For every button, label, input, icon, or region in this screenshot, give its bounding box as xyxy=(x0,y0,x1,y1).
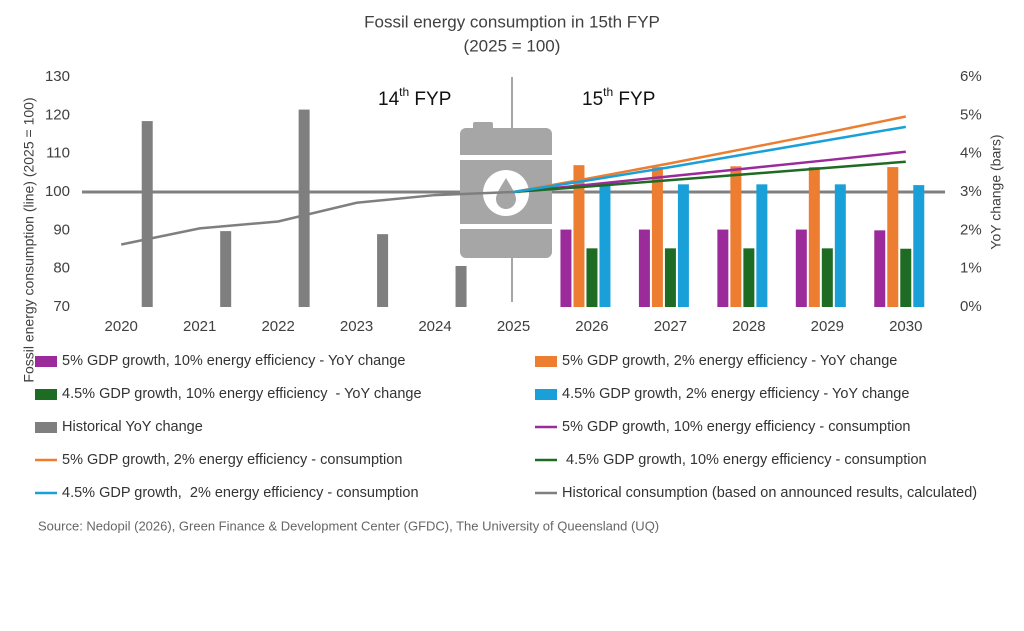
legend-label: 4.5% GDP growth, 2% energy efficiency - … xyxy=(562,386,909,402)
y-axis-label: Fossil energy consumption (line) (2025 =… xyxy=(21,97,37,382)
legend-swatch xyxy=(535,356,557,367)
y2-tick-label: 1% xyxy=(960,260,982,277)
bar xyxy=(560,229,572,307)
y-tick-label: 90 xyxy=(53,221,70,238)
x-tick-label: 2024 xyxy=(418,318,451,335)
annotation: 14th FYP xyxy=(378,85,451,110)
y2-tick-label: 5% xyxy=(960,106,982,123)
y2-tick-label: 2% xyxy=(960,221,982,238)
line xyxy=(513,150,906,194)
annotation-text: FYP xyxy=(409,89,451,110)
chart-subtitle: (2025 = 100) xyxy=(464,36,561,55)
y-tick-label: 80 xyxy=(53,260,70,277)
y2-tick-label: 4% xyxy=(960,145,982,162)
x-tick-label: 2028 xyxy=(732,318,765,335)
x-tick-label: 2022 xyxy=(261,318,294,335)
annotation-number: 14 xyxy=(378,89,400,110)
legend-label: 5% GDP growth, 10% energy efficiency - Y… xyxy=(62,353,405,369)
x-tick-label: 2023 xyxy=(340,318,373,335)
source-note: Source: Nedopil (2026), Green Finance & … xyxy=(38,518,659,533)
bar xyxy=(756,184,768,307)
legend-label: 4.5% GDP growth, 2% energy efficiency - … xyxy=(62,485,419,501)
bar xyxy=(573,165,585,307)
y-tick-label: 70 xyxy=(53,298,70,315)
bar xyxy=(651,167,663,307)
annotation-sup: th xyxy=(399,85,409,99)
bar xyxy=(743,248,755,307)
line xyxy=(120,190,514,246)
bar xyxy=(664,248,676,307)
bar xyxy=(599,184,611,307)
legend-label: 4.5% GDP growth, 10% energy efficiency -… xyxy=(562,452,927,468)
bar xyxy=(795,229,807,307)
bar xyxy=(377,234,389,307)
bar xyxy=(717,229,729,307)
x-tick-label: 2021 xyxy=(183,318,216,335)
y2-tick-label: 0% xyxy=(960,298,982,315)
bar xyxy=(586,248,598,307)
bar xyxy=(220,231,232,307)
bar xyxy=(141,121,153,307)
bar xyxy=(298,109,310,307)
annotation: 15th FYP xyxy=(582,85,655,110)
bar xyxy=(887,167,899,307)
y2-tick-label: 6% xyxy=(960,68,982,85)
bar xyxy=(913,185,925,307)
bar xyxy=(874,230,886,307)
bar xyxy=(821,248,833,307)
legend-swatch xyxy=(35,356,57,367)
legend-label: 5% GDP growth, 2% energy efficiency - Yo… xyxy=(562,353,897,369)
y2-tick-label: 3% xyxy=(960,183,982,200)
bar xyxy=(455,265,467,307)
legend-label: 5% GDP growth, 10% energy efficiency - c… xyxy=(562,419,910,435)
legend-label: 4.5% GDP growth, 10% energy efficiency -… xyxy=(62,386,422,402)
x-tick-label: 2026 xyxy=(575,318,608,335)
bar xyxy=(730,166,742,307)
chart-title: Fossil energy consumption in 15th FYP xyxy=(364,12,660,31)
annotation-sup: th xyxy=(603,85,613,99)
x-tick-label: 2029 xyxy=(811,318,844,335)
x-tick-label: 2025 xyxy=(497,318,530,335)
line xyxy=(513,125,906,194)
legend-swatch xyxy=(535,389,557,400)
legend-label: Historical YoY change xyxy=(62,419,203,435)
x-tick-label: 2027 xyxy=(654,318,687,335)
x-tick-label: 2030 xyxy=(889,318,922,335)
annotation-number: 15 xyxy=(582,89,603,110)
line xyxy=(513,115,907,194)
legend-swatch xyxy=(35,422,57,433)
bar xyxy=(638,229,650,307)
y-tick-label: 130 xyxy=(45,68,70,85)
bar xyxy=(677,184,689,307)
legend-label: Historical consumption (based on announc… xyxy=(562,485,977,501)
annotation-text: FYP xyxy=(613,89,655,110)
y2-axis-label: YoY change (bars) xyxy=(988,134,1004,249)
legend-label: 5% GDP growth, 2% energy efficiency - co… xyxy=(62,452,402,468)
y-tick-label: 120 xyxy=(45,106,70,123)
bar xyxy=(808,167,820,307)
y-tick-label: 110 xyxy=(46,145,70,162)
bar xyxy=(900,248,912,307)
y-tick-label: 100 xyxy=(45,183,70,200)
bar xyxy=(834,184,846,307)
line xyxy=(513,160,906,194)
legend-swatch xyxy=(35,389,57,400)
x-tick-label: 2020 xyxy=(105,318,138,335)
